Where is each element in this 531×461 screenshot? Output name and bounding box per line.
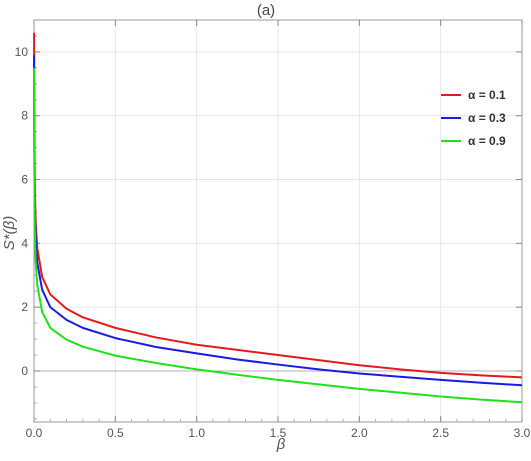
y-tick-label: 2	[21, 300, 28, 314]
x-tick-label: 2.0	[351, 426, 368, 440]
legend-label-2: α = 0.3	[468, 111, 506, 125]
legend-label-3: α = 0.9	[468, 134, 506, 148]
x-axis-title: β	[276, 436, 286, 453]
x-tick-label: 0.5	[107, 426, 124, 440]
y-tick-label: 4	[21, 236, 28, 250]
x-tick-label: 3.0	[514, 426, 531, 440]
series-layer	[33, 32, 523, 404]
chart-title: (a)	[257, 2, 275, 19]
y-tick-label: 10	[15, 45, 29, 59]
legend-label-1: α = 0.1	[468, 88, 506, 102]
grid	[33, 20, 523, 422]
legend: α = 0.1 α = 0.3 α = 0.9	[441, 88, 506, 148]
y-tick-label: 6	[21, 173, 28, 187]
x-tick-label: 1.0	[188, 426, 205, 440]
y-tick-label: 8	[21, 109, 28, 123]
x-tick-label: 2.5	[432, 426, 449, 440]
y-axis-title: S*(β)	[1, 216, 18, 250]
y-tick-label: 0	[21, 364, 28, 378]
x-tick-label: 0.0	[26, 426, 43, 440]
series-line-3	[33, 67, 523, 404]
x-tick-label: 1.5	[270, 426, 287, 440]
